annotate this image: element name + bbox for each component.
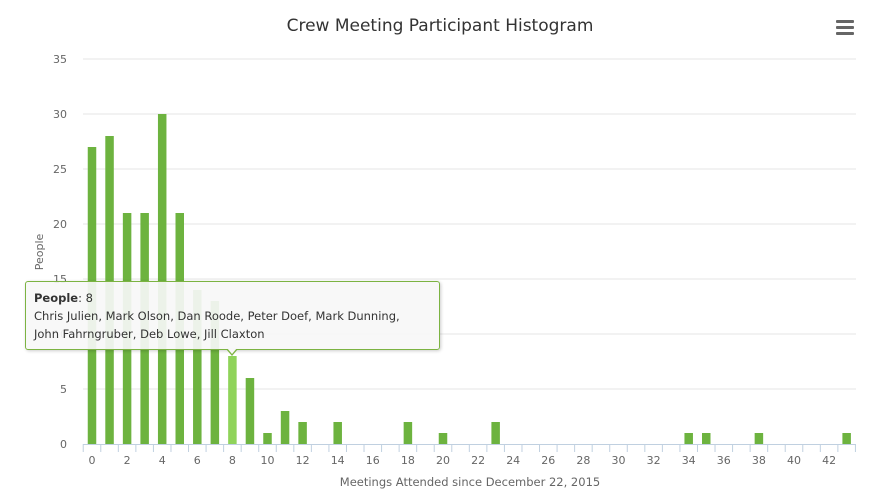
tooltip-pointer-inner — [227, 348, 237, 354]
bar-9[interactable] — [245, 378, 255, 444]
tooltip-names-line2: John Fahrngruber, Deb Lowe, Jill Claxton — [34, 327, 265, 341]
bar-43[interactable] — [842, 433, 851, 444]
x-tick-label: 8 — [229, 454, 236, 467]
bar-34[interactable] — [684, 433, 693, 444]
x-tick-label: 26 — [541, 454, 555, 467]
bar-6[interactable] — [193, 290, 202, 444]
x-tick-label: 32 — [647, 454, 661, 467]
y-tick-label: 0 — [60, 438, 67, 451]
y-axis-ticks: 05101520253035 — [53, 53, 67, 451]
bar-7[interactable] — [210, 301, 220, 444]
x-tick-label: 24 — [506, 454, 520, 467]
x-tick-label: 36 — [717, 454, 731, 467]
x-tick-label: 42 — [822, 454, 836, 467]
bar-38[interactable] — [754, 433, 764, 444]
x-tick-label: 10 — [261, 454, 275, 467]
tooltip-value: 8 — [85, 291, 93, 305]
bar-12[interactable] — [298, 422, 307, 444]
hamburger-menu-icon[interactable] — [834, 18, 856, 38]
x-tick-label: 28 — [576, 454, 590, 467]
x-tick-label: 22 — [471, 454, 485, 467]
x-tick-label: 38 — [752, 454, 766, 467]
tooltip-label: People — [34, 291, 79, 305]
tooltip-header: People: 8 — [34, 291, 93, 305]
y-tick-label: 5 — [60, 383, 67, 396]
bar-35[interactable] — [702, 433, 711, 444]
bar-8[interactable] — [228, 356, 237, 444]
x-tick-label: 30 — [612, 454, 626, 467]
x-tick-label: 20 — [436, 454, 450, 467]
bar-18[interactable] — [403, 422, 413, 444]
x-tick-label: 16 — [366, 454, 380, 467]
x-tick-label: 40 — [787, 454, 801, 467]
x-tick-label: 12 — [296, 454, 310, 467]
y-tick-label: 25 — [53, 163, 67, 176]
x-axis: 0 2 4 6 8 10 12 14 16 18 20 22 24 26 28 30 32 34 36 38 40 42 — [82, 444, 856, 467]
bar-tooltip: People: 8 Chris Julien, Mark Olson, Dan … — [25, 281, 440, 350]
y-tick-label: 20 — [53, 218, 67, 231]
bar-10[interactable] — [263, 433, 272, 444]
chart-title: Crew Meeting Participant Histogram — [287, 16, 594, 36]
bar-11[interactable] — [280, 411, 290, 444]
y-tick-label: 30 — [53, 108, 67, 121]
y-tick-label: 35 — [53, 53, 67, 66]
bar-23[interactable] — [491, 422, 500, 444]
tooltip-names-line1: Chris Julien, Mark Olson, Dan Roode, Pet… — [34, 309, 400, 323]
x-tick-label: 4 — [159, 454, 166, 467]
y-axis-label: People — [33, 233, 46, 270]
x-tick-label: 2 — [124, 454, 131, 467]
bar-14[interactable] — [333, 422, 342, 444]
x-tick-label: 0 — [89, 454, 96, 467]
x-tick-label: 18 — [401, 454, 415, 467]
x-tick-label: 6 — [194, 454, 201, 467]
x-tick-label: 34 — [682, 454, 696, 467]
bar-20[interactable] — [438, 433, 448, 444]
bar-4[interactable] — [157, 114, 167, 444]
x-tick-label: 14 — [331, 454, 345, 467]
x-axis-label: Meetings Attended since December 22, 201… — [340, 475, 600, 489]
